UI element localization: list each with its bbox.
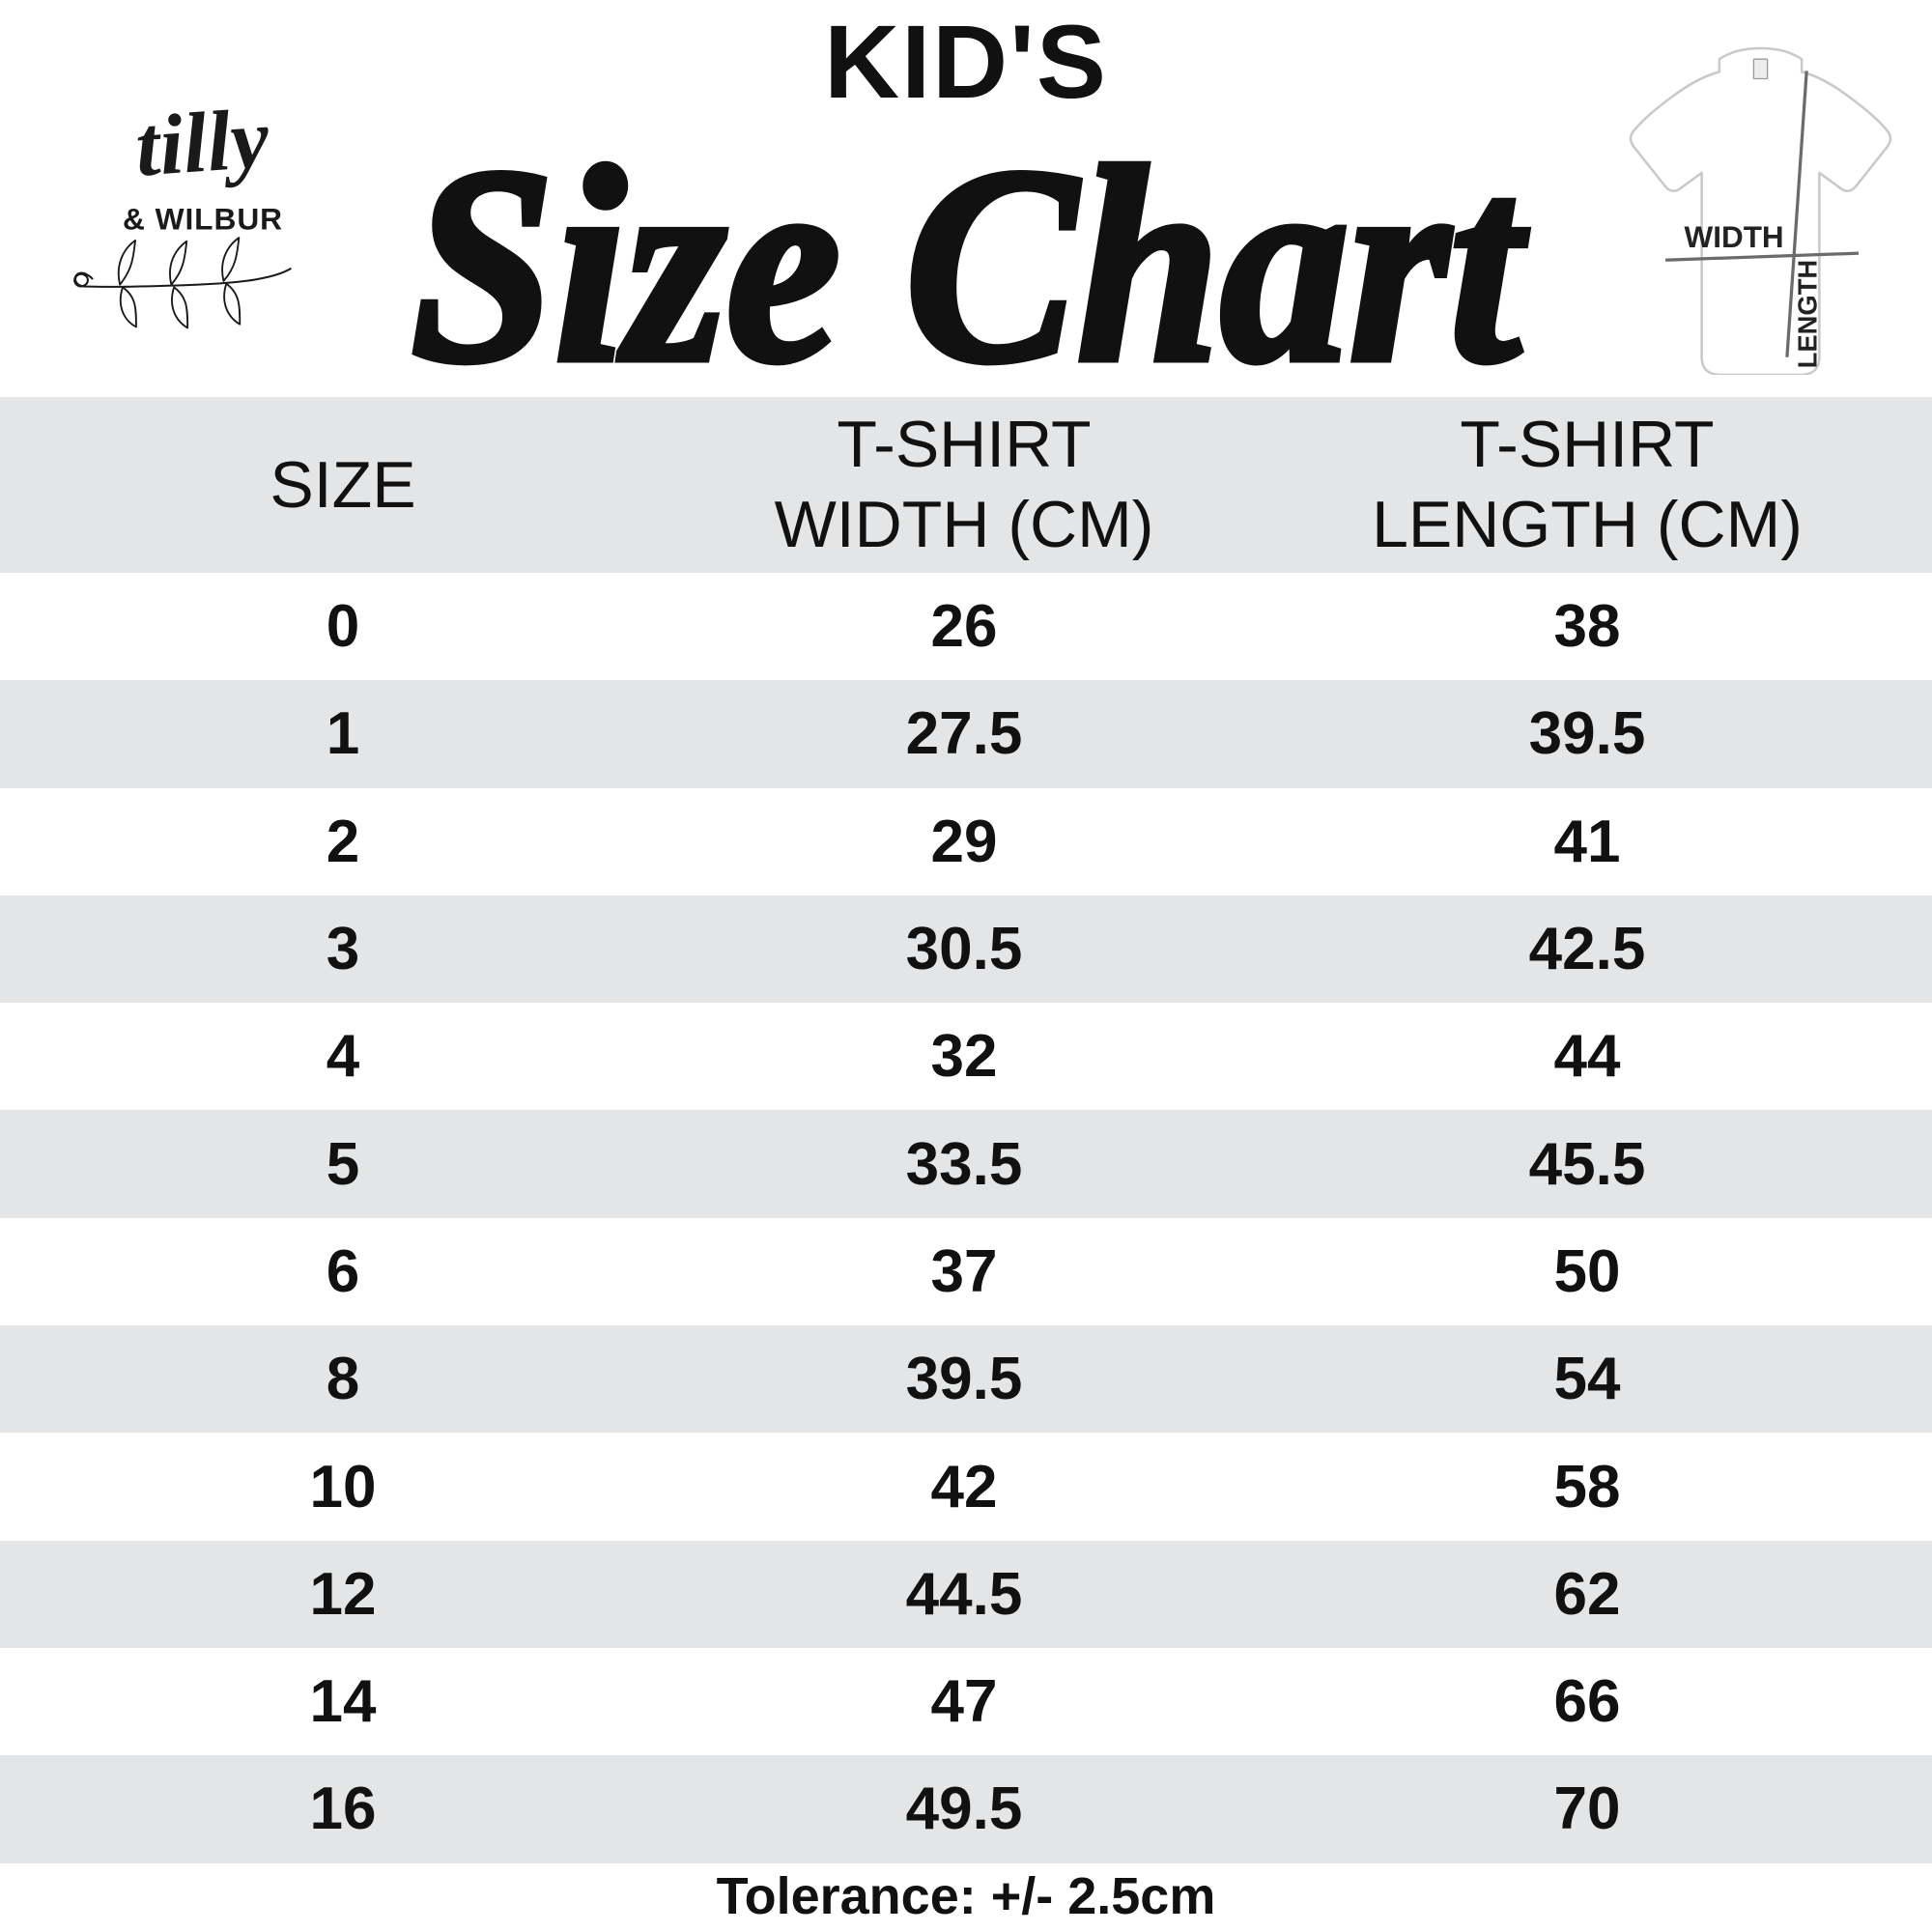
svg-text:LENGTH: LENGTH bbox=[1792, 260, 1822, 369]
svg-text:WIDTH: WIDTH bbox=[1685, 220, 1784, 254]
svg-text:& WILBUR: & WILBUR bbox=[123, 202, 283, 237]
svg-text:tilly: tilly bbox=[132, 91, 272, 194]
